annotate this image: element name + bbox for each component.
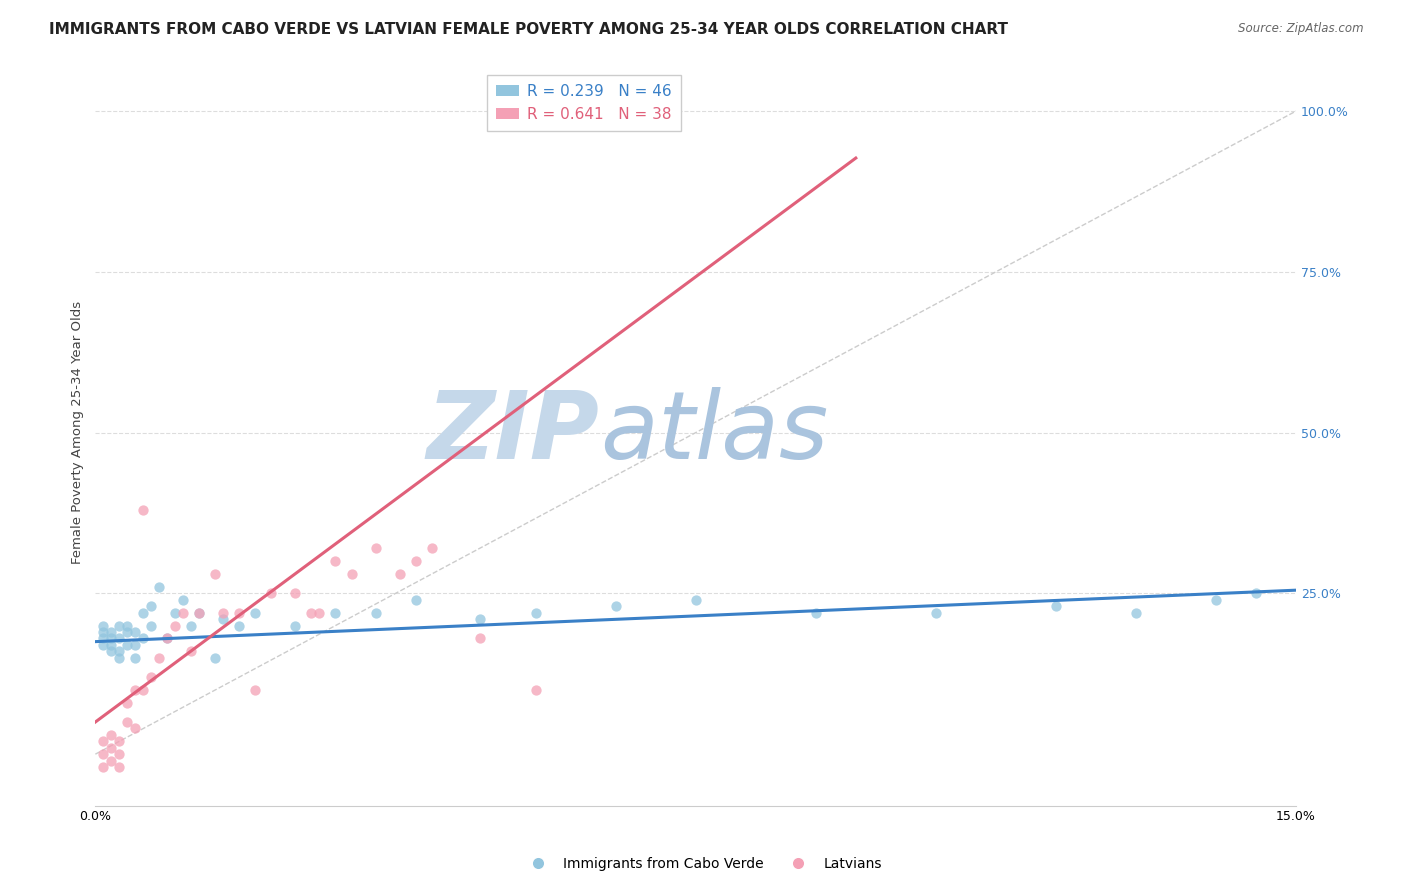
Point bbox=[212, 606, 235, 620]
Point bbox=[141, 599, 163, 614]
Point bbox=[180, 618, 202, 632]
Point bbox=[132, 682, 155, 697]
Point bbox=[308, 606, 330, 620]
Point bbox=[156, 632, 179, 646]
Point bbox=[108, 734, 131, 748]
Point bbox=[165, 606, 187, 620]
Point bbox=[228, 606, 250, 620]
Point bbox=[93, 734, 115, 748]
Point bbox=[325, 554, 347, 568]
Point bbox=[925, 606, 948, 620]
Y-axis label: Female Poverty Among 25-34 Year Olds: Female Poverty Among 25-34 Year Olds bbox=[72, 301, 84, 564]
Point bbox=[124, 650, 146, 665]
Point bbox=[124, 638, 146, 652]
Point bbox=[405, 554, 427, 568]
Point bbox=[117, 714, 139, 729]
Point bbox=[468, 612, 491, 626]
Point bbox=[100, 624, 122, 639]
Legend: R = 0.239   N = 46, R = 0.641   N = 38: R = 0.239 N = 46, R = 0.641 N = 38 bbox=[488, 75, 681, 130]
Point bbox=[148, 650, 170, 665]
Point bbox=[117, 638, 139, 652]
Point bbox=[124, 722, 146, 736]
Point bbox=[141, 618, 163, 632]
Text: ZIP: ZIP bbox=[427, 386, 599, 479]
Point bbox=[108, 644, 131, 658]
Point bbox=[93, 747, 115, 761]
Text: IMMIGRANTS FROM CABO VERDE VS LATVIAN FEMALE POVERTY AMONG 25-34 YEAR OLDS CORRE: IMMIGRANTS FROM CABO VERDE VS LATVIAN FE… bbox=[49, 22, 1008, 37]
Point bbox=[1244, 586, 1267, 600]
Point bbox=[204, 567, 226, 582]
Point bbox=[405, 592, 427, 607]
Point bbox=[524, 606, 547, 620]
Point bbox=[245, 606, 267, 620]
Point bbox=[212, 612, 235, 626]
Point bbox=[93, 760, 115, 774]
Point bbox=[93, 638, 115, 652]
Point bbox=[108, 760, 131, 774]
Point bbox=[165, 618, 187, 632]
Point bbox=[1205, 592, 1227, 607]
Point bbox=[124, 682, 146, 697]
Point bbox=[100, 754, 122, 768]
Point bbox=[100, 740, 122, 755]
Point bbox=[284, 618, 307, 632]
Point bbox=[148, 580, 170, 594]
Point bbox=[108, 747, 131, 761]
Point bbox=[188, 606, 211, 620]
Text: Source: ZipAtlas.com: Source: ZipAtlas.com bbox=[1239, 22, 1364, 36]
Point bbox=[172, 592, 194, 607]
Point bbox=[245, 682, 267, 697]
Legend: Immigrants from Cabo Verde, Latvians: Immigrants from Cabo Verde, Latvians bbox=[519, 851, 887, 876]
Point bbox=[605, 599, 627, 614]
Point bbox=[132, 503, 155, 517]
Point bbox=[108, 618, 131, 632]
Point bbox=[468, 632, 491, 646]
Point bbox=[388, 567, 411, 582]
Point bbox=[132, 632, 155, 646]
Point bbox=[100, 632, 122, 646]
Point bbox=[132, 606, 155, 620]
Point bbox=[364, 606, 387, 620]
Point bbox=[117, 624, 139, 639]
Point bbox=[228, 618, 250, 632]
Point bbox=[685, 592, 707, 607]
Point bbox=[524, 682, 547, 697]
Point bbox=[100, 728, 122, 742]
Point bbox=[100, 644, 122, 658]
Point bbox=[117, 696, 139, 710]
Point bbox=[93, 632, 115, 646]
Point bbox=[420, 541, 443, 556]
Point bbox=[325, 606, 347, 620]
Point bbox=[124, 624, 146, 639]
Point bbox=[204, 650, 226, 665]
Point bbox=[117, 618, 139, 632]
Point bbox=[156, 632, 179, 646]
Point bbox=[108, 632, 131, 646]
Point bbox=[93, 624, 115, 639]
Point bbox=[100, 638, 122, 652]
Point bbox=[141, 670, 163, 684]
Point bbox=[364, 541, 387, 556]
Point bbox=[301, 606, 323, 620]
Point bbox=[188, 606, 211, 620]
Point bbox=[1125, 606, 1147, 620]
Text: atlas: atlas bbox=[599, 387, 828, 478]
Point bbox=[108, 650, 131, 665]
Point bbox=[260, 586, 283, 600]
Point bbox=[284, 586, 307, 600]
Point bbox=[1045, 599, 1067, 614]
Point bbox=[93, 618, 115, 632]
Point bbox=[340, 567, 363, 582]
Point bbox=[804, 606, 827, 620]
Point bbox=[180, 644, 202, 658]
Point bbox=[172, 606, 194, 620]
